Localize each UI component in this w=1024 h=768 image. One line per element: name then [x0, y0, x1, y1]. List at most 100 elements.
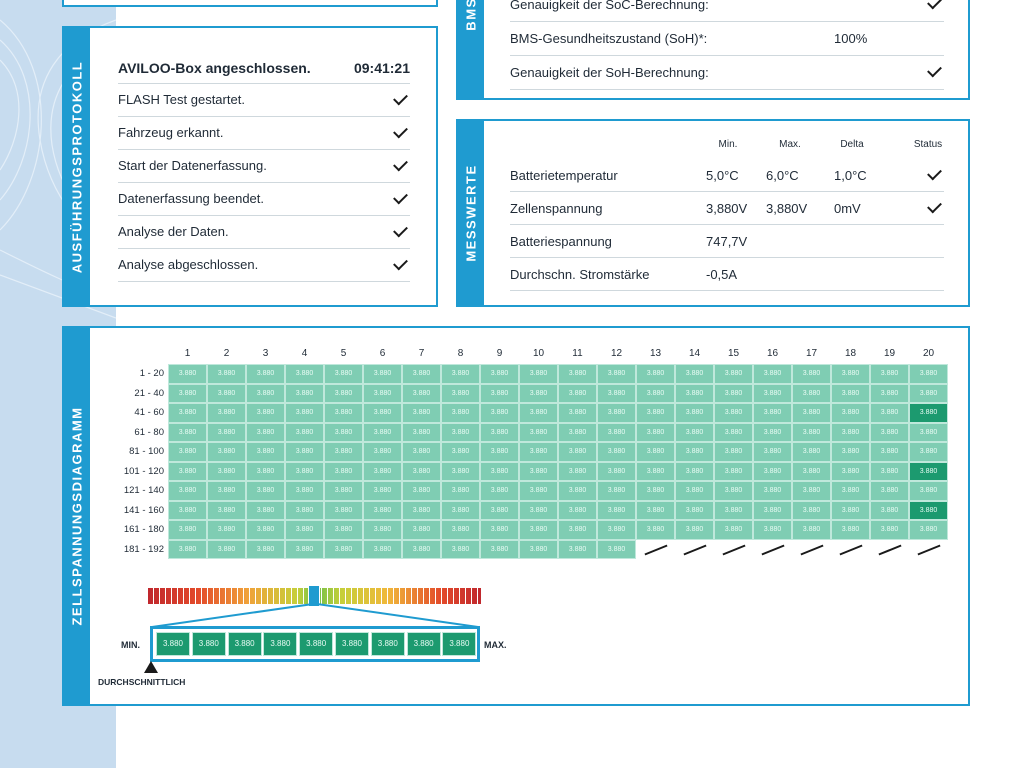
voltage-cell: 3.880	[324, 539, 363, 559]
voltage-cell: 3.880	[441, 520, 480, 540]
voltage-cell: 3.880	[714, 442, 753, 462]
checkmark-icon	[393, 156, 408, 172]
voltage-cell: 3.880	[558, 403, 597, 423]
voltage-cell: 3.880	[831, 442, 870, 462]
bms-panel: BMS Genauigkeit der SoC-Berechnung: BMS-G…	[456, 0, 970, 100]
voltage-cell: 3.880	[168, 481, 207, 501]
checkmark-icon	[393, 255, 408, 271]
voltage-cell: 3.880	[246, 461, 285, 481]
grid-column-label: 18	[844, 348, 857, 359]
voltage-cell: 3.880	[402, 422, 441, 442]
voltage-cell: 3.880	[285, 520, 324, 540]
voltage-cell: 3.880	[558, 461, 597, 481]
voltage-cell: 3.880	[246, 364, 285, 384]
voltage-cell: 3.880	[285, 442, 324, 462]
checkmark-icon	[927, 0, 942, 10]
voltage-cell: 3.880	[207, 500, 246, 520]
protocol-row: FLASH Test gestartet.	[118, 84, 410, 117]
voltage-cell: 3.880	[909, 364, 948, 384]
voltage-cell: 3.880	[207, 520, 246, 540]
messwerte-row-label: Zellenspannung	[510, 201, 603, 216]
voltage-cell: 3.880	[246, 481, 285, 501]
voltage-cell: 3.880	[480, 422, 519, 442]
panel-tab-label: BMS	[463, 0, 479, 31]
messwerte-row-delta: 1,0°C	[834, 168, 867, 183]
voltage-cell: 3.880	[480, 383, 519, 403]
voltage-cell: 3.880	[441, 422, 480, 442]
voltage-cell: 3.880	[363, 422, 402, 442]
messwerte-row-max: 3,880V	[766, 201, 808, 216]
bms-row-label: BMS-Gesundheitszustand (SoH)*:	[510, 31, 708, 46]
grid-row-label: 101 - 120	[123, 465, 164, 477]
voltage-cell: 3.880	[480, 539, 519, 559]
voltage-cell: 3.880	[168, 539, 207, 559]
voltage-cell: 3.880	[753, 461, 792, 481]
voltage-cell: 3.880	[285, 481, 324, 501]
voltage-cell: 3.880	[363, 442, 402, 462]
grid-column-label: 19	[883, 348, 896, 359]
grid-row-label: 181 - 192	[123, 543, 164, 555]
voltage-cell: 3.880	[909, 461, 948, 481]
grid-column-label: 9	[496, 348, 503, 359]
voltage-cell: 3.880	[363, 539, 402, 559]
voltage-cell: 3.880	[363, 383, 402, 403]
voltage-cell: 3.880	[363, 364, 402, 384]
voltage-cell: 3.880	[831, 403, 870, 423]
voltage-cell: 3.880	[792, 481, 831, 501]
grid-column-label: 10	[532, 348, 545, 359]
col-header-min: Min.	[718, 139, 738, 150]
voltage-cell: 3.880	[441, 403, 480, 423]
voltage-cell: 3.880	[792, 461, 831, 481]
checkmark-icon	[393, 222, 408, 238]
protocol-row-text: FLASH Test gestartet.	[118, 92, 245, 107]
zoom-cell: 3.880	[299, 632, 334, 656]
voltage-cell: 3.880	[909, 520, 948, 540]
voltage-cell: 3.880	[597, 364, 636, 384]
voltage-cell: 3.880	[519, 481, 558, 501]
voltage-cell: 3.880	[714, 520, 753, 540]
grid-column-label: 2	[223, 348, 230, 359]
voltage-cell: 3.880	[402, 539, 441, 559]
voltage-cell: 3.880	[870, 403, 909, 423]
voltage-cell: 3.880	[441, 442, 480, 462]
voltage-cell: 3.880	[558, 520, 597, 540]
grid-column-label: 16	[766, 348, 779, 359]
messwerte-row-min: 3,880V	[706, 201, 748, 216]
voltage-cell: 3.880	[675, 403, 714, 423]
grid-column-label: 8	[457, 348, 464, 359]
voltage-cell: 3.880	[753, 403, 792, 423]
protocol-row-text: Analyse der Daten.	[118, 224, 229, 239]
voltage-cell: 3.880	[714, 383, 753, 403]
voltage-cell: 3.880	[870, 461, 909, 481]
voltage-cell: 3.880	[558, 364, 597, 384]
voltage-cell: 3.880	[597, 481, 636, 501]
checkmark-icon	[393, 123, 408, 139]
voltage-cell: 3.880	[519, 539, 558, 559]
protocol-header-text: AVILOO-Box angeschlossen.	[118, 60, 311, 76]
top-left-panel	[62, 0, 438, 7]
voltage-cell: 3.880	[597, 520, 636, 540]
voltage-cell: 3.880	[636, 403, 675, 423]
voltage-cell: 3.880	[246, 442, 285, 462]
voltage-cell: 3.880	[558, 383, 597, 403]
col-header-max: Max.	[779, 139, 801, 150]
voltage-cell: 3.880	[870, 364, 909, 384]
voltage-cell: 3.880	[246, 403, 285, 423]
zoom-cell: 3.880	[370, 632, 405, 656]
checkmark-icon	[927, 62, 942, 78]
voltage-cell: 3.880	[207, 461, 246, 481]
protocol-header-row: AVILOO-Box angeschlossen. 09:41:21	[118, 54, 410, 84]
bms-row-label: Genauigkeit der SoH-Berechnung:	[510, 65, 709, 80]
messwerte-panel: MESSWERTE Min. Max. Delta Status Batteri…	[456, 119, 970, 307]
protocol-row-text: Datenerfassung beendet.	[118, 191, 264, 206]
voltage-cell: 3.880	[480, 461, 519, 481]
zoom-cell: 3.880	[156, 632, 190, 656]
voltage-cell: 3.880	[402, 481, 441, 501]
protocol-row: Analyse abgeschlossen.	[118, 249, 410, 282]
messwerte-row-min: -0,5A	[706, 267, 738, 282]
voltage-cell: 3.880	[285, 539, 324, 559]
voltage-cell: 3.880	[597, 383, 636, 403]
voltage-cell: 3.880	[870, 442, 909, 462]
voltage-cell: 3.880	[558, 422, 597, 442]
voltage-cell: 3.880	[636, 383, 675, 403]
